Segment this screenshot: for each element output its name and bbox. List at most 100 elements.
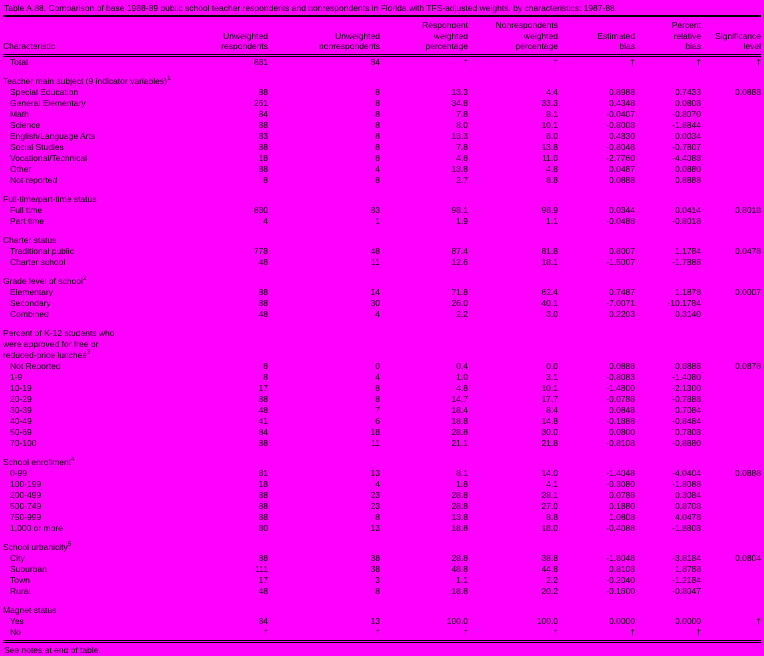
cell-col-7: -1.7888 bbox=[672, 256, 701, 267]
row-label: 0-99 bbox=[10, 467, 28, 478]
cell-col-7: 0.7808 bbox=[675, 426, 701, 437]
section-label: Percent of K-12 students who bbox=[3, 327, 115, 338]
cell-col-6: 0.0800 bbox=[609, 426, 635, 437]
cell-col-3: 84 bbox=[370, 56, 380, 67]
cell-col-7: 4.0478 bbox=[675, 511, 701, 522]
cell-col-3: 8 bbox=[375, 141, 380, 152]
footnote-marker: 3 bbox=[86, 348, 91, 356]
cell-col-4: 18.4 bbox=[451, 404, 468, 415]
cell-col-8 bbox=[701, 438, 761, 449]
cell-col-6: 0.0888 bbox=[609, 174, 635, 185]
cell-col-8: 0.0888 bbox=[735, 86, 761, 97]
cell-col-4: 28.8 bbox=[451, 552, 468, 563]
cell-col-7: -2.1300 bbox=[672, 382, 701, 393]
cell-col-6: 0.2203 bbox=[609, 308, 635, 319]
table-body: Total 881 84 † † † † † Teacher main subject (9 i… bbox=[3, 57, 761, 638]
cell-col-5: 4.8 bbox=[546, 163, 558, 174]
cell-col-6: -0.8108 bbox=[606, 437, 635, 448]
cell-col-3: 48 bbox=[370, 245, 380, 256]
row-label: 500-749 bbox=[10, 500, 42, 511]
cell-col-3: 18 bbox=[370, 426, 380, 437]
cell-col-3: 3 bbox=[375, 574, 380, 585]
table-row: Science 88 8 8.0 10.1 -0.8008 -1.8844 bbox=[3, 120, 761, 131]
cell-col-7: -1.8844 bbox=[672, 119, 701, 130]
section-header-row: Teacher main subject (9 indicator variab… bbox=[3, 74, 761, 87]
cell-col-4: 28.8 bbox=[451, 426, 468, 437]
cell-col-5: 3.1 bbox=[546, 371, 558, 382]
cell-col-7: -0.8070 bbox=[672, 108, 701, 119]
cell-col-5: 10.1 bbox=[541, 382, 558, 393]
table-row: 1-9 8 4 1.0 3.1 -0.8083 -1.4080 bbox=[3, 372, 761, 383]
cell-col-4: 71.8 bbox=[451, 286, 468, 297]
section-header-row: Percent of K-12 students who bbox=[3, 328, 761, 339]
cell-col-4: 18.8 bbox=[451, 522, 468, 533]
cell-col-2: 48 bbox=[258, 404, 268, 415]
row-label: 30-39 bbox=[10, 404, 32, 415]
cell-col-2: 111 bbox=[255, 563, 268, 574]
cell-col-2: 261 bbox=[253, 97, 268, 108]
cell-col-5: † bbox=[553, 56, 558, 67]
cell-col-8 bbox=[701, 175, 761, 186]
section-header-row: School urbanicity5 bbox=[3, 541, 761, 553]
column-header-characteristic: Characteristic bbox=[3, 41, 55, 51]
row-label: Town bbox=[10, 574, 30, 585]
cell-col-8 bbox=[701, 257, 761, 268]
cell-col-8 bbox=[701, 372, 761, 383]
cell-col-3: 8 bbox=[375, 174, 380, 185]
cell-col-6: -2.7760 bbox=[606, 152, 635, 163]
cell-col-4: 8.1 bbox=[456, 467, 468, 478]
cell-col-4: 2.7 bbox=[456, 174, 468, 185]
cell-col-4: 28.8 bbox=[451, 489, 468, 500]
row-label: Suburban bbox=[10, 563, 47, 574]
cell-col-3: 4 bbox=[375, 478, 380, 489]
column-header-estimated-bias: Estimated bias bbox=[597, 30, 635, 52]
cell-col-7: 0.0414 bbox=[675, 204, 701, 215]
section-label: reduced-price lunches3 bbox=[3, 348, 91, 360]
table-row: Full time 880 83 98.1 98.9 0.0344 0.0414 0.8018 bbox=[3, 205, 761, 216]
cell-col-5: 100.0 bbox=[536, 615, 558, 626]
cell-col-2: 80 bbox=[258, 522, 268, 533]
section-header-row: Grade level of school2 bbox=[3, 275, 761, 287]
cell-col-2: 48 bbox=[258, 585, 268, 596]
cell-col-2: 88 bbox=[258, 489, 268, 500]
cell-col-3: 8 bbox=[375, 382, 380, 393]
table-row: Town 17 3 1.1 2.2 -0.2040 -1.2184 bbox=[3, 575, 761, 586]
row-label: 1-9 bbox=[10, 371, 23, 382]
row-label: Yes bbox=[10, 615, 24, 626]
cell-col-2: 84 bbox=[258, 426, 268, 437]
cell-col-6: 0.0000 bbox=[609, 615, 635, 626]
table-row: City 88 38 28.8 38.8 -1.8048 -3.8184 0.0804 bbox=[3, 553, 761, 564]
table-footnote: See notes at end of table. bbox=[4, 644, 101, 655]
section-header-row: Full-time/part-time status bbox=[3, 194, 761, 205]
cell-col-2: 88 bbox=[258, 393, 268, 404]
row-label: 50-69 bbox=[10, 426, 32, 437]
cell-col-2: 17 bbox=[258, 382, 268, 393]
cell-col-5: † bbox=[553, 626, 558, 637]
section-label: Teacher main subject (9 indicator variab… bbox=[3, 74, 171, 86]
cell-col-3: 8 bbox=[375, 86, 380, 97]
cell-col-4: 13.8 bbox=[451, 163, 468, 174]
cell-col-3: 8 bbox=[375, 393, 380, 404]
cell-col-5: 13.8 bbox=[541, 141, 558, 152]
cell-col-5: 14.0 bbox=[541, 467, 558, 478]
row-label: Special Education bbox=[10, 86, 79, 97]
cell-col-2: 18 bbox=[258, 478, 268, 489]
cell-col-2: 88 bbox=[258, 141, 268, 152]
cell-col-8 bbox=[701, 405, 761, 416]
cell-col-7: -4.0404 bbox=[672, 467, 701, 478]
table-row: 200-499 88 23 28.8 28.1 0.0788 0.3084 bbox=[3, 490, 761, 501]
cell-col-6: -0.3080 bbox=[606, 478, 635, 489]
cell-col-5: 8.4 bbox=[546, 404, 558, 415]
section-label: Full-time/part-time status bbox=[3, 193, 97, 204]
row-spacer bbox=[3, 186, 761, 194]
cell-col-6: 1.0808 bbox=[609, 511, 635, 522]
cell-col-8 bbox=[701, 298, 761, 309]
row-label: Math bbox=[10, 108, 29, 119]
cell-col-7: 1.1878 bbox=[675, 286, 701, 297]
row-label: Other bbox=[10, 163, 32, 174]
cell-col-2: 8 bbox=[263, 360, 268, 371]
cell-col-3: 11 bbox=[371, 256, 380, 267]
cell-col-3: 8 bbox=[375, 130, 380, 141]
row-label: General Elementary bbox=[10, 97, 86, 108]
